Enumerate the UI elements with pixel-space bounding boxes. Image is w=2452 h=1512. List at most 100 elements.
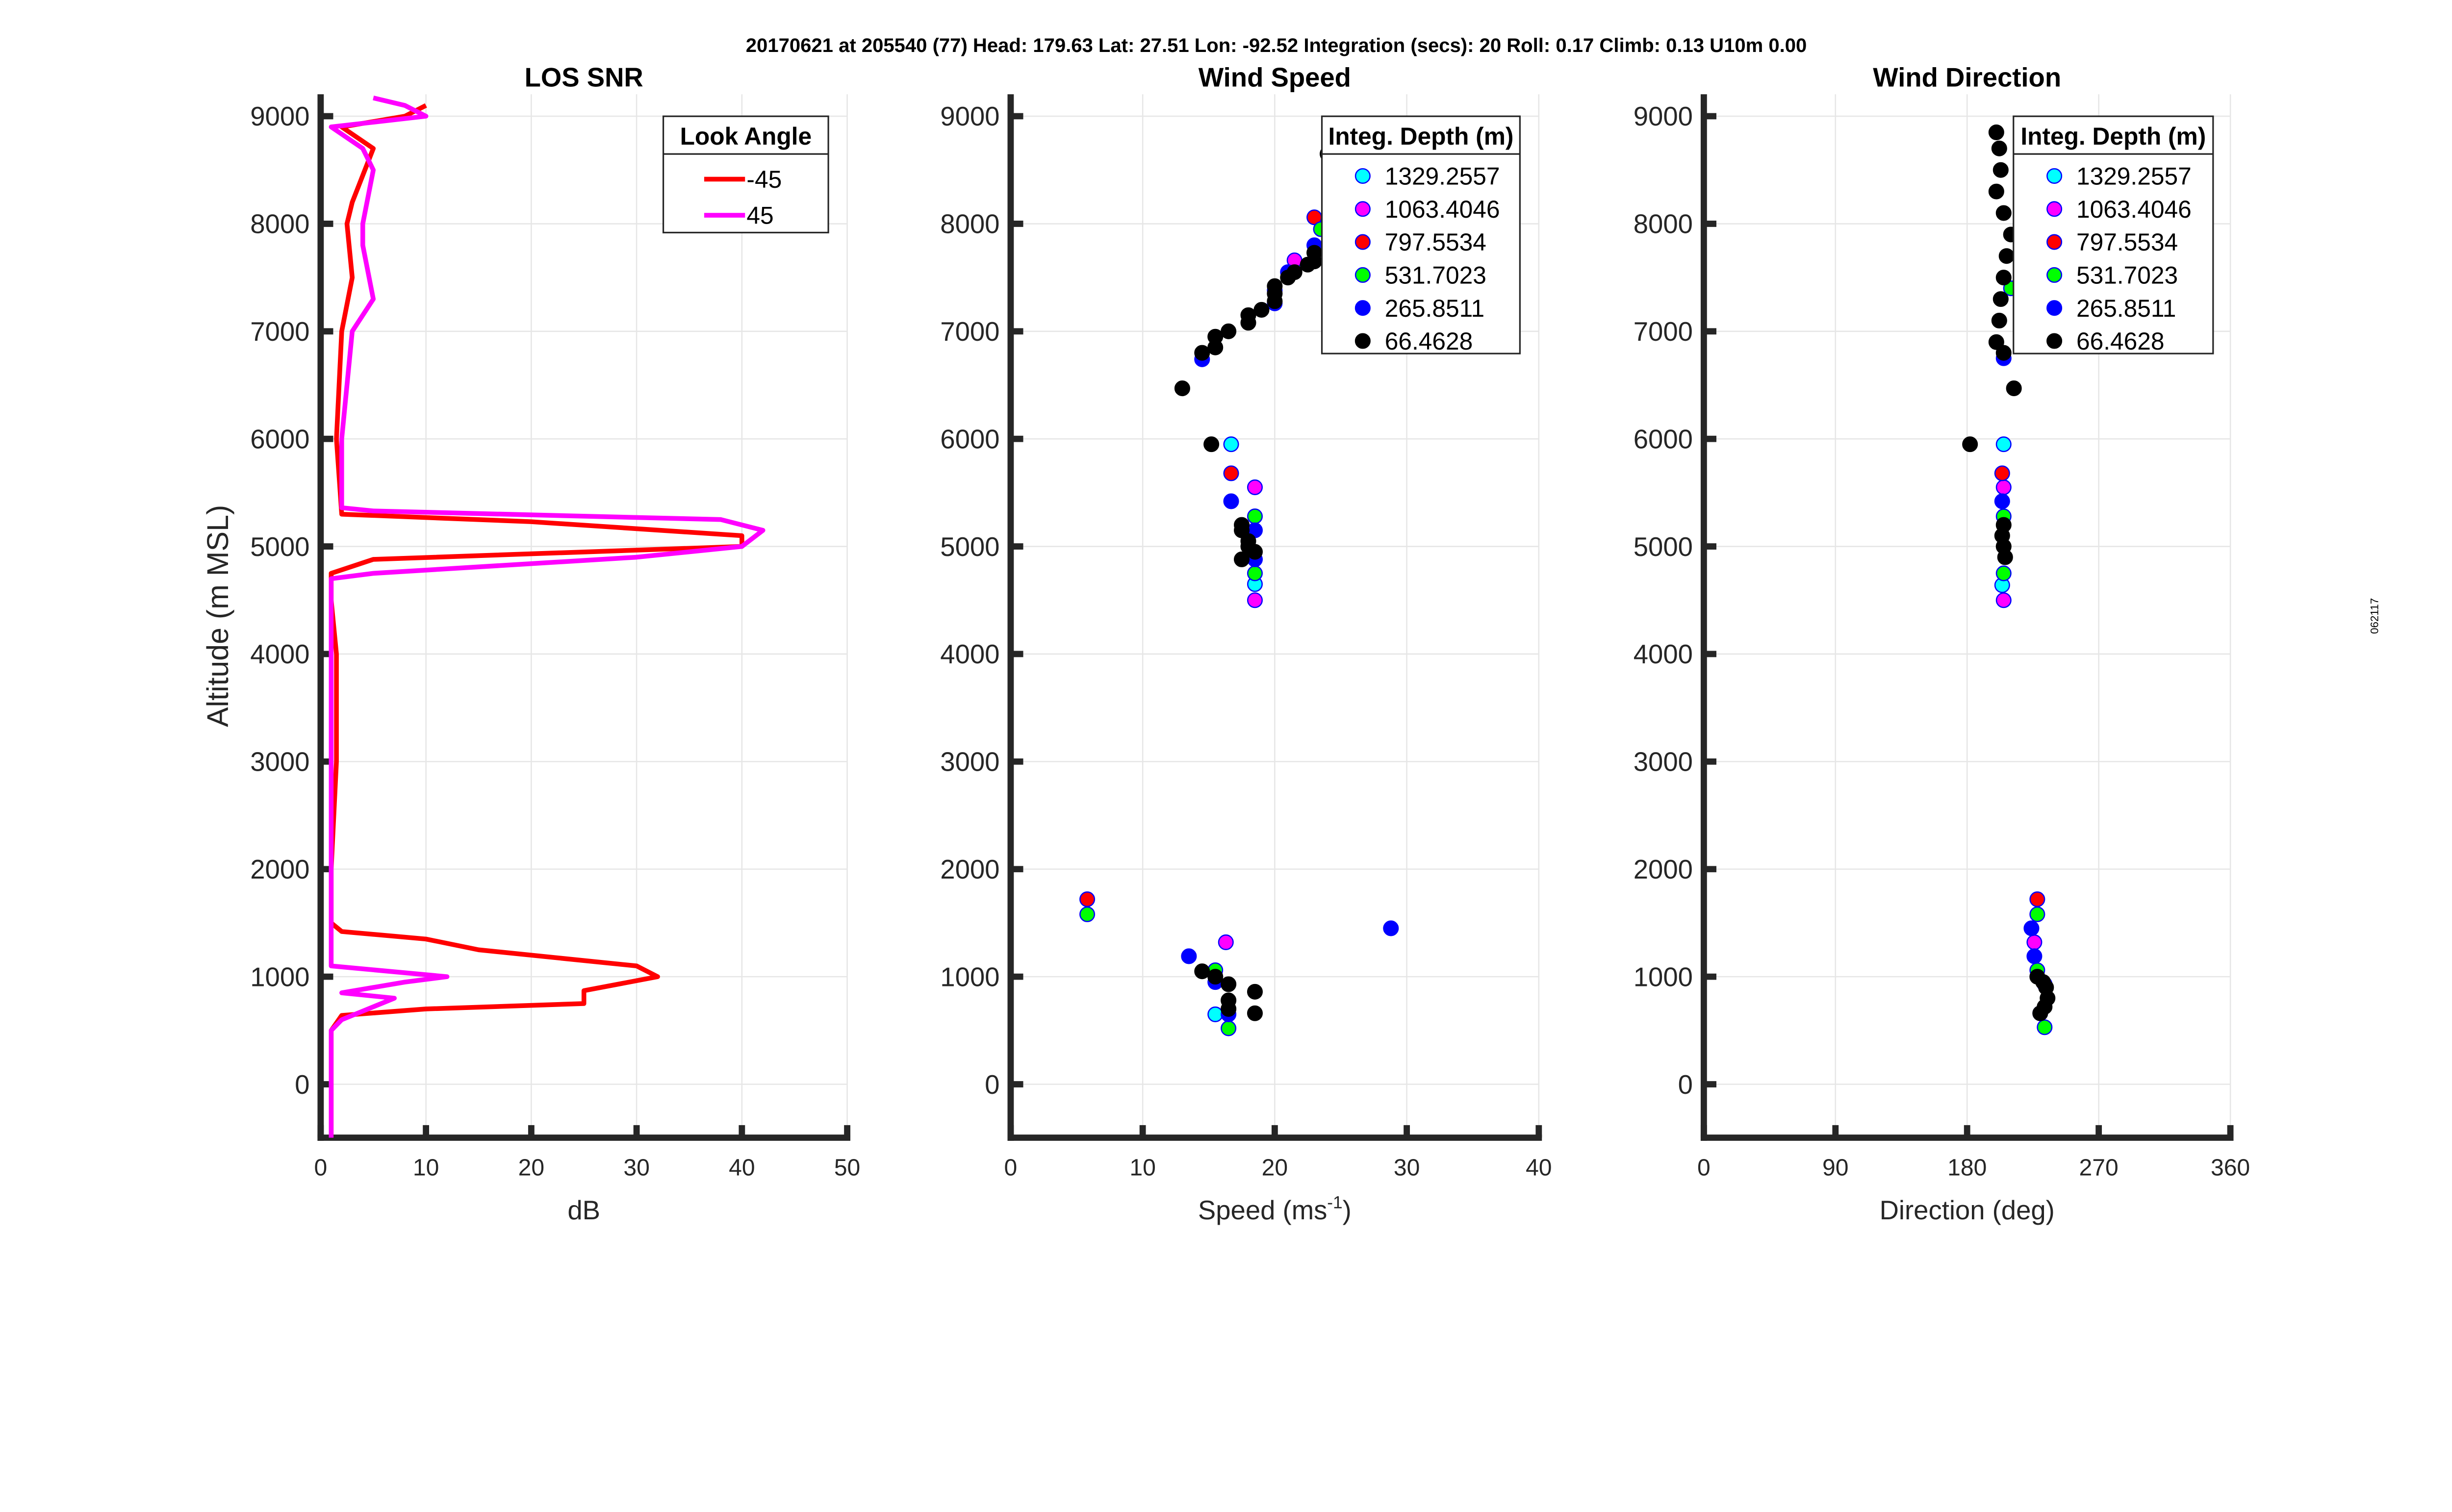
x-tick-label: 10 [413,1154,439,1181]
x-tick-label: 10 [1129,1154,1155,1181]
data-point [1988,334,2004,350]
x-tick-label: 270 [2079,1154,2119,1181]
y-tick-label: 2000 [1634,855,1693,884]
data-point [1995,565,2012,581]
data-point [1247,565,1263,581]
x-tick-label: 180 [1947,1154,1987,1181]
data-point [1240,307,1256,323]
plot-area [329,96,766,1138]
legend-marker [1354,300,1371,316]
y-tick-label: 7000 [250,317,309,347]
y-tick-label: 3000 [1634,747,1693,777]
y-tick-label: 6000 [940,424,999,454]
y-tick-label: 2000 [940,855,999,884]
data-point [1221,976,1237,992]
figure-title: 20170621 at 205540 (77) Head: 179.63 Lat… [746,35,1807,56]
x-tick-label: 0 [1697,1154,1711,1181]
legend: Integ. Depth (m) 1329.2557 1063.4046 797.55… [1321,115,1521,355]
legend-label: 531.7023 [1385,262,1486,289]
y-tick-label: 0 [295,1070,309,1100]
data-point [1194,345,1210,361]
figure: 20170621 at 205540 (77) Head: 179.63 Lat… [201,35,2381,1225]
y-tick-label: 8000 [940,209,999,239]
legend: Look Angle -45 45 [662,115,829,233]
plot-area [1962,124,2056,1035]
y-tick-label: 4000 [1634,639,1693,669]
legend-box [662,115,829,233]
legend-marker [1354,267,1371,283]
data-point [1223,493,1239,509]
x-axis-label: Direction (deg) [1880,1195,2055,1225]
x-tick-label: 40 [1526,1154,1552,1181]
legend-marker [1354,168,1371,184]
data-point [1181,948,1197,964]
x-tick-label: 90 [1822,1154,1848,1181]
data-point [1992,162,2009,178]
y-tick-label: 1000 [250,962,309,992]
x-axis-label-superscript: -1 [1327,1193,1342,1212]
data-point [1234,551,1250,567]
data-point [2029,891,2045,907]
legend-title: Integ. Depth (m) [2020,123,2206,150]
x-axis-label: Speed (ms-1) [1198,1193,1352,1225]
y-tick-label: 3000 [940,747,999,777]
data-point [1994,493,2010,509]
data-point [2032,1005,2048,1021]
y-tick-label: 6000 [1634,424,1693,454]
x-tick-label: 20 [518,1154,544,1181]
data-point [1247,983,1263,1000]
plot-area [1079,146,1399,1036]
data-point [1992,291,2009,307]
y-axis-label: Altitude (m MSL) [201,505,234,727]
series-line--45 [329,103,744,1138]
data-point [1079,891,1096,907]
legend-label: 531.7023 [2076,262,2178,289]
side-label: 062117 [2368,598,2380,634]
y-tick-label: 6000 [250,424,309,454]
panel-2: 0 90 180 270 360 0 1000 2000 3000 4000 5000 6000 700… [1634,62,2250,1225]
data-point [1253,302,1270,318]
data-point [1995,479,2012,495]
data-point [2006,380,2022,397]
x-tick-label: 30 [1394,1154,1420,1181]
data-point [1994,465,2010,481]
legend-label: 1063.4046 [1385,196,1500,223]
x-tick-label: 0 [1004,1154,1018,1181]
data-point [1997,549,2013,565]
panel-1: 0 10 20 30 40 0 1000 2000 3000 4000 5000 6000 7000 80… [940,62,1552,1225]
legend-title: Look Angle [680,123,812,150]
panel-0: 0 10 20 30 40 50 0 1000 2000 3000 4000 5000 6000 7000… [201,62,861,1225]
x-tick-label: 0 [314,1154,327,1181]
legend-marker [2046,201,2063,217]
data-point [1194,963,1210,980]
chart-title: Wind Direction [1873,62,2061,92]
y-tick-label: 2000 [250,855,309,884]
data-point [1991,312,2007,328]
legend-marker [2046,300,2063,316]
legend-label: 797.5534 [2076,228,2178,256]
y-tick-label: 8000 [1634,209,1693,239]
y-tick-label: 7000 [1634,317,1693,347]
data-point [1998,248,2015,264]
legend-label: 66.4628 [2076,328,2165,355]
data-point [1247,592,1263,608]
data-point [1995,205,2012,221]
data-point [1207,328,1224,345]
x-tick-label: 40 [729,1154,755,1181]
y-tick-label: 1000 [1634,962,1693,992]
legend-marker [2046,267,2063,283]
data-point [1079,906,1096,922]
y-tick-label: 0 [985,1070,999,1100]
data-point [1247,508,1263,525]
y-tick-label: 4000 [250,639,309,669]
legend-label: 1063.4046 [2076,196,2192,223]
data-point [1247,1005,1263,1021]
y-tick-label: 4000 [940,639,999,669]
y-tick-label: 9000 [250,101,309,131]
legend-label: 1329.2557 [2076,163,2192,190]
data-point [1988,183,2004,200]
data-point [1207,969,1224,985]
legend-label: 265.8511 [2076,295,2176,322]
y-tick-label: 1000 [940,962,999,992]
legend-label: -45 [746,166,782,193]
